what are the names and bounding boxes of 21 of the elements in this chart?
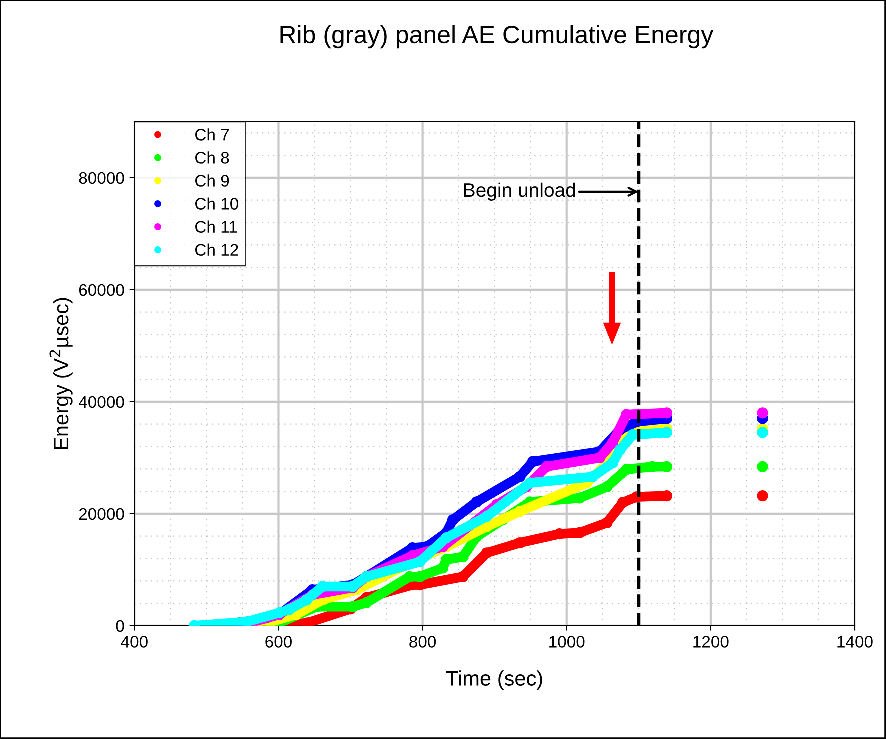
legend-label: Ch 12 — [196, 244, 238, 256]
y-axis-title: Energy (V$^{2}$µsec) — [50, 298, 73, 450]
legend-label: Ch 11 — [196, 220, 238, 233]
legend-label: Ch 9 — [196, 174, 230, 187]
y-tick-label: 20000 — [79, 508, 124, 520]
x-tick-label: 1400 — [838, 636, 873, 648]
legend-label: Ch 8 — [196, 152, 230, 164]
legend-label: Ch 10 — [196, 198, 238, 210]
chart-title: Rib (gray) panel AE Cumulative Energy — [280, 25, 714, 49]
y-tick-label: 60000 — [79, 284, 124, 296]
annotation: Begin unload — [464, 182, 576, 201]
x-tick-label: 400 — [121, 636, 148, 648]
x-tick-label: 800 — [410, 636, 436, 648]
y-tick-label: 40000 — [78, 396, 124, 408]
legend-label: Ch 7 — [196, 128, 230, 141]
x-tick-label: 600 — [266, 636, 292, 648]
y-tick-label: 80000 — [79, 172, 124, 184]
x-tick-label: 1000 — [550, 636, 585, 648]
x-tick-label: 1200 — [694, 636, 729, 648]
x-axis-title: Time (sec) — [446, 670, 542, 690]
y-tick-label: 0 — [116, 620, 124, 632]
